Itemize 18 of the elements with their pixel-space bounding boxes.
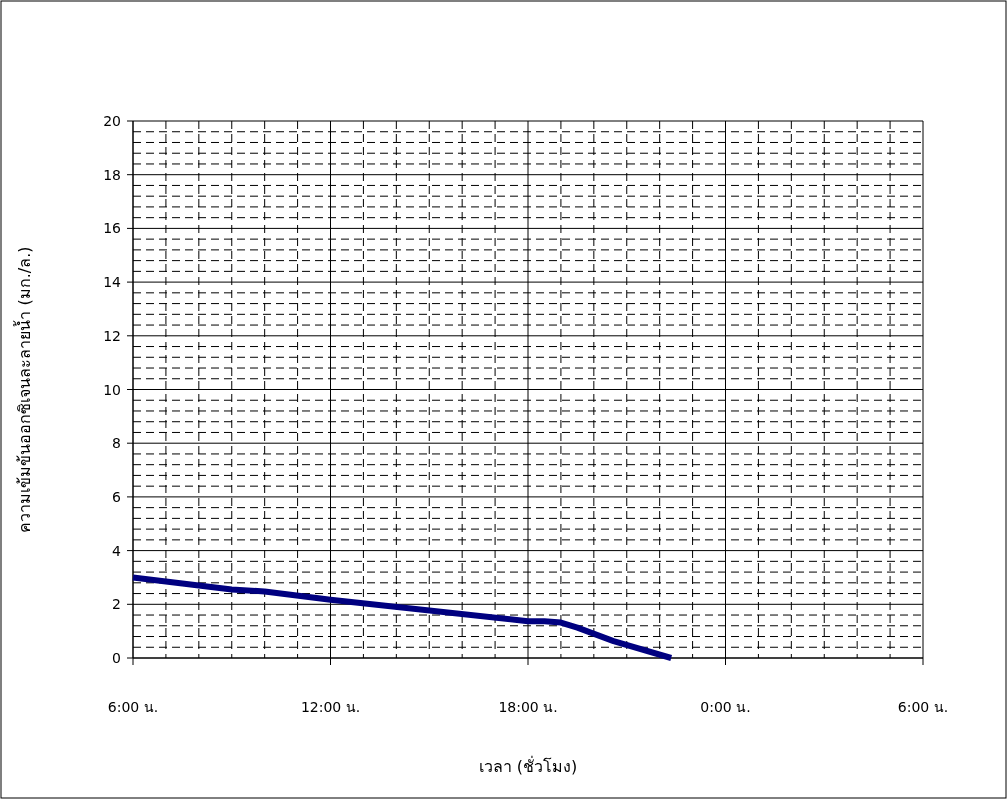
y-tick-label: 4 [112,542,122,559]
x-tick-label: 12:00 น. [300,699,361,715]
y-tick-label: 6 [112,488,122,505]
y-tick-label: 10 [103,381,121,398]
y-tick-label: 18 [103,166,121,183]
y-tick-label: 0 [112,650,121,666]
x-tick-label: 6:00 น. [107,699,159,715]
x-axis-title: เวลา (ชั่วโมง) [478,755,578,776]
x-tick-label: 6:00 น. [897,699,949,715]
y-tick-label: 20 [103,113,121,129]
y-axis-title: ความเข้มข้นออกซิเจนละลายน้ำ (มก./ล.) [13,246,34,533]
y-tick-label: 8 [112,435,121,452]
y-tick-label: 14 [103,274,122,291]
x-tick-label: 18:00 น. [498,699,558,715]
x-tick-label: 0:00 น. [700,699,751,715]
y-tick-label: 2 [112,596,121,613]
y-tick-label: 16 [103,220,122,237]
y-tick-label: 12 [103,327,121,344]
